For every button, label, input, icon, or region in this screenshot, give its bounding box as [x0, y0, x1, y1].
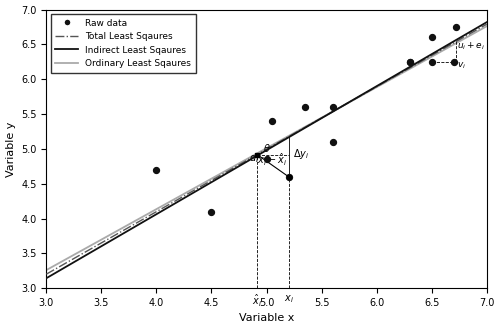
Text: $u_i + e_i$: $u_i + e_i$ [457, 41, 485, 52]
Raw data [450, 59, 458, 64]
Raw data [328, 104, 336, 110]
X-axis label: Variable x: Variable x [239, 314, 294, 323]
Raw data [428, 35, 436, 40]
Raw data [428, 59, 436, 64]
Raw data [208, 209, 216, 214]
Y-axis label: Variable y: Variable y [6, 121, 16, 177]
Raw data [284, 174, 292, 179]
Text: $d_i$: $d_i$ [248, 151, 258, 165]
Raw data [301, 104, 309, 110]
Text: $\Delta y_i$: $\Delta y_i$ [293, 147, 310, 161]
Raw data [328, 139, 336, 144]
Text: $x_i$: $x_i$ [284, 293, 294, 305]
Raw data [152, 167, 160, 172]
Text: $\hat{x}_i$: $\hat{x}_i$ [252, 293, 262, 309]
Text: $v_i$: $v_i$ [457, 60, 466, 71]
Raw data [268, 118, 276, 124]
Text: $x_i - \hat{x}_i$: $x_i - \hat{x}_i$ [258, 152, 288, 168]
Raw data [262, 157, 270, 162]
Legend: Raw data, Total Least Sqaures, Indirect Least Sqaures, Ordinary Least Sqaures: Raw data, Total Least Sqaures, Indirect … [51, 14, 196, 73]
Raw data [452, 24, 460, 30]
Raw data [406, 59, 413, 64]
Raw data [406, 59, 413, 64]
Text: $\theta$: $\theta$ [262, 142, 270, 154]
